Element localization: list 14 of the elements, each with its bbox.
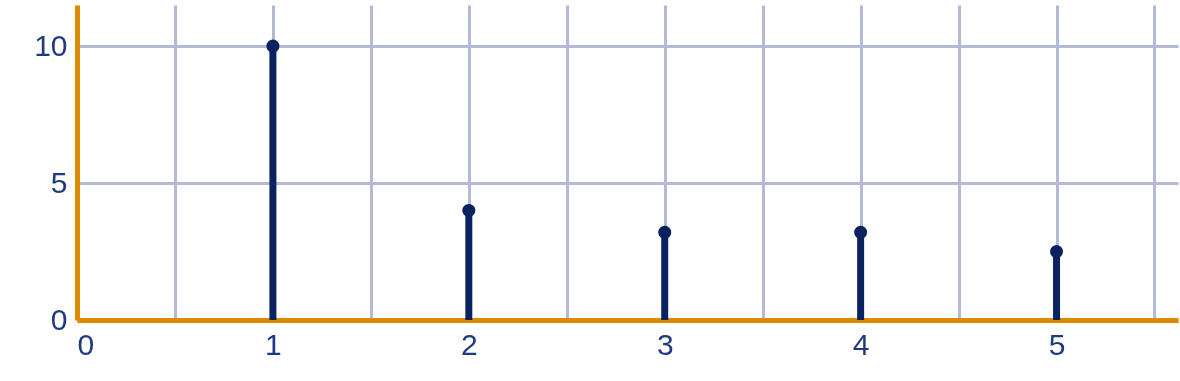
point: [462, 203, 476, 217]
y-tick-label: 5: [50, 165, 68, 199]
x-tick-label: 1: [265, 327, 282, 361]
x-tick-label: 4: [852, 327, 870, 361]
x-tick-label: 5: [1048, 327, 1066, 361]
x-tick-label: 3: [656, 327, 674, 361]
x-tick-label: 2: [460, 327, 478, 361]
point: [658, 225, 672, 239]
y-tick-label: 0: [50, 302, 68, 336]
x-tick-label: 0: [77, 327, 95, 361]
y-tick-label: 10: [34, 28, 68, 62]
point: [1050, 245, 1064, 259]
point: [266, 39, 280, 53]
point: [854, 225, 868, 239]
